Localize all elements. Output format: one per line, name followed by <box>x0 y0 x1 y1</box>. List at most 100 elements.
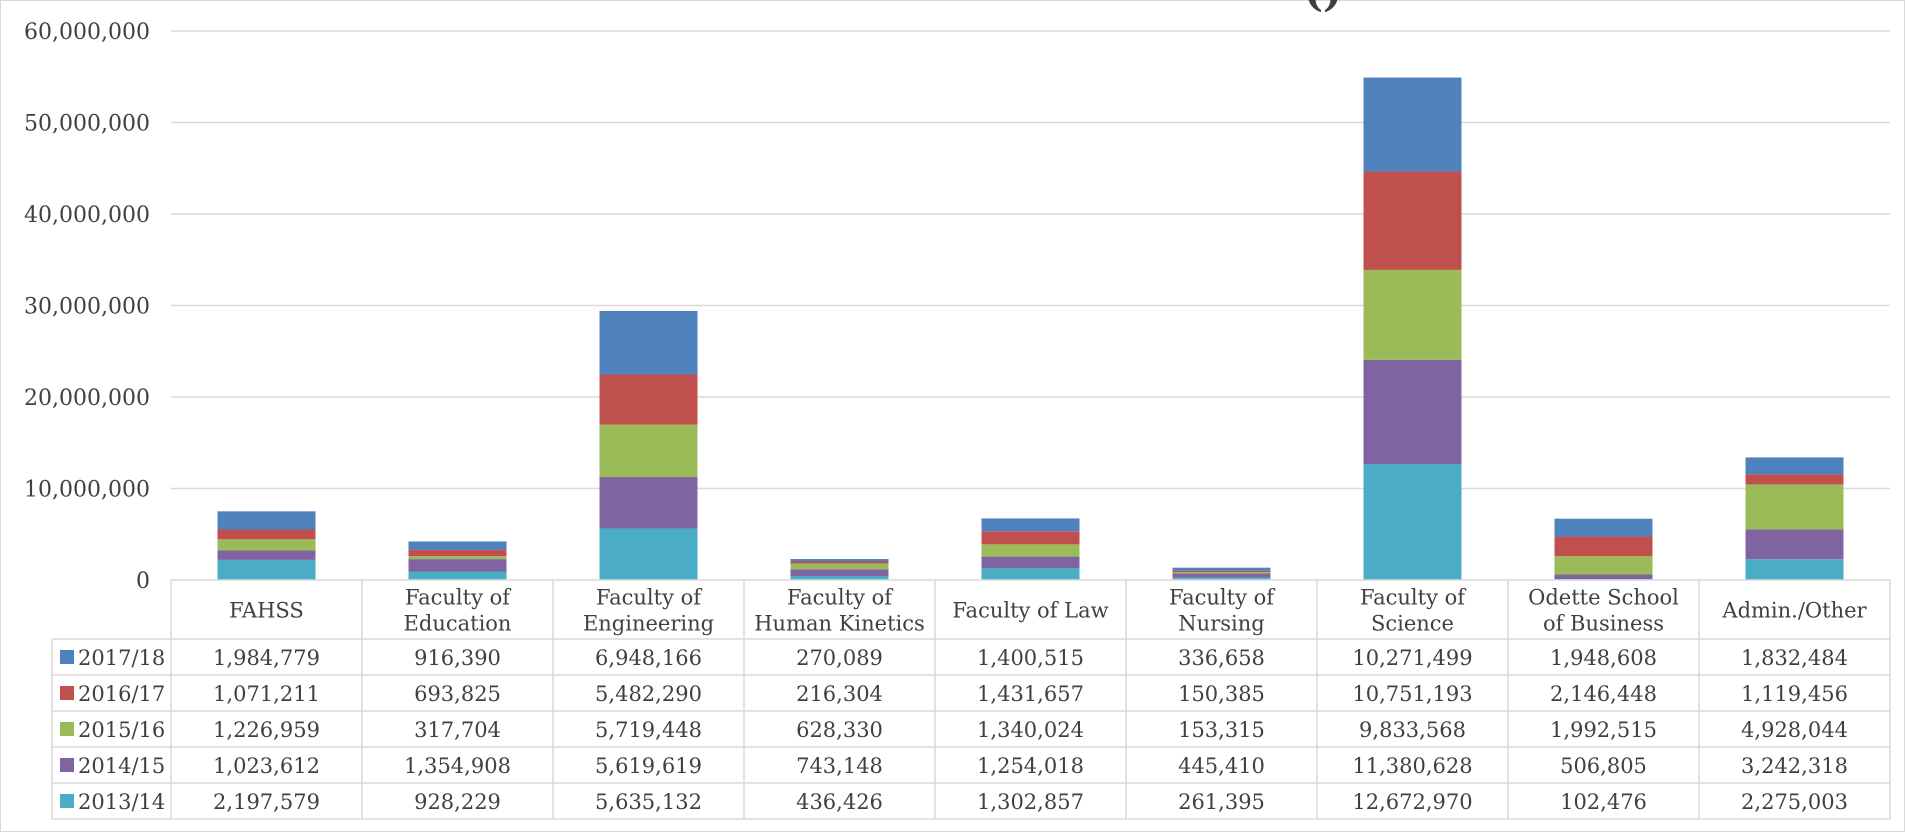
bar-segment <box>981 544 1080 557</box>
bar-segment <box>599 477 698 529</box>
series-name: 2017/18 <box>78 646 165 670</box>
bar-segment <box>1745 484 1844 530</box>
table-value: 4,928,044 <box>1741 718 1848 742</box>
table-value: 11,380,628 <box>1352 754 1472 778</box>
table-value: 506,805 <box>1560 754 1647 778</box>
bar-segment <box>217 559 316 580</box>
bar-segment <box>408 571 507 580</box>
category-label: of Business <box>1543 612 1664 636</box>
bar-segment <box>1745 474 1844 485</box>
bar-segment <box>408 556 507 560</box>
legend-key <box>60 686 74 700</box>
table-value: 3,242,318 <box>1741 754 1848 778</box>
bar-segment <box>1554 556 1653 575</box>
table-value: 1,340,024 <box>977 718 1084 742</box>
table-value: 693,825 <box>414 682 501 706</box>
table-value: 216,304 <box>796 682 883 706</box>
table-value: 270,089 <box>796 646 883 670</box>
category-label: Nursing <box>1178 612 1264 636</box>
table-value: 5,482,290 <box>595 682 702 706</box>
bar-segment <box>1554 574 1653 580</box>
legend-key <box>60 722 74 736</box>
table-value: 2,146,448 <box>1550 682 1657 706</box>
series-name: 2015/16 <box>78 718 165 742</box>
legend-key <box>60 794 74 808</box>
bar-segment <box>217 539 316 551</box>
y-tick-label: 50,000,000 <box>24 112 150 137</box>
table-value: 1,254,018 <box>977 754 1084 778</box>
category-label: Faculty of <box>1169 586 1276 610</box>
legend-key <box>60 650 74 664</box>
table-value: 1,119,456 <box>1741 682 1848 706</box>
bar-segment <box>1745 529 1844 560</box>
bar-segment <box>1172 573 1271 578</box>
table-value: 628,330 <box>796 718 883 742</box>
table-value: 2,197,579 <box>213 790 320 814</box>
table-value: 928,229 <box>414 790 501 814</box>
table-value: 12,672,970 <box>1352 790 1472 814</box>
category-label: Education <box>404 612 512 636</box>
bar-segment <box>1172 572 1271 574</box>
category-label: Faculty of <box>1360 586 1467 610</box>
bar-segment <box>1172 577 1271 580</box>
table-value: 2,275,003 <box>1741 790 1848 814</box>
bar-segment <box>217 550 316 560</box>
table-value: 10,271,499 <box>1352 646 1472 670</box>
bar-segment <box>790 563 889 570</box>
bar-segment <box>981 531 1080 545</box>
bar-segment <box>1172 567 1271 571</box>
category-label: Human Kinetics <box>754 612 925 636</box>
bar-segment <box>1363 464 1462 580</box>
bar-segment <box>217 529 316 540</box>
bar-segment <box>1172 570 1271 573</box>
y-tick-label: 0 <box>136 569 150 594</box>
category-label: Engineering <box>583 612 714 636</box>
table-value: 5,635,132 <box>595 790 702 814</box>
table-value: 436,426 <box>796 790 883 814</box>
category-label: Faculty of <box>596 586 703 610</box>
bar-segment <box>1363 171 1462 270</box>
series-name: 2014/15 <box>78 754 165 778</box>
y-axis-ticks: 0 10,000,000 20,000,000 30,000,000 40,000,00… <box>24 20 150 594</box>
table-value: 1,992,515 <box>1550 718 1657 742</box>
table-value: 261,395 <box>1178 790 1265 814</box>
table-value: 1,984,779 <box>213 646 320 670</box>
category-label: Science <box>1371 612 1454 636</box>
table-value: 1,400,515 <box>977 646 1084 670</box>
title-layer: () <box>1304 0 1342 16</box>
category-label: Faculty of <box>787 586 894 610</box>
bar-segment <box>790 576 889 580</box>
y-tick-label: 30,000,000 <box>24 295 150 320</box>
table-value: 317,704 <box>414 718 501 742</box>
bar-segment <box>981 518 1080 532</box>
table-value: 336,658 <box>1178 646 1265 670</box>
table-value: 1,832,484 <box>1741 646 1848 670</box>
table-value: 9,833,568 <box>1359 718 1466 742</box>
bar-segment <box>599 528 698 580</box>
table-value: 1,302,857 <box>977 790 1084 814</box>
y-tick-label: 40,000,000 <box>24 203 150 228</box>
chart-title-fragment: () <box>1304 0 1342 16</box>
y-tick-label: 60,000,000 <box>24 20 150 45</box>
table-value: 1,226,959 <box>213 718 320 742</box>
category-label: Faculty of <box>405 586 512 610</box>
bar-segment <box>790 561 889 564</box>
bar-segment <box>1363 77 1462 172</box>
table-value: 1,948,608 <box>1550 646 1657 670</box>
y-tick-label: 20,000,000 <box>24 386 150 411</box>
bar-segment <box>1745 559 1844 580</box>
bar-segment <box>408 549 507 557</box>
category-label: FAHSS <box>229 599 304 623</box>
table-value: 102,476 <box>1560 790 1647 814</box>
bar-segment <box>790 569 889 577</box>
bar-segment <box>217 511 316 530</box>
table-value: 6,948,166 <box>595 646 702 670</box>
table-value: 5,719,448 <box>595 718 702 742</box>
bar-segment <box>1363 359 1462 465</box>
bar-segment <box>599 424 698 478</box>
bar-segment <box>1554 536 1653 557</box>
y-tick-label: 10,000,000 <box>24 478 150 503</box>
bar-segment <box>1554 518 1653 537</box>
bar-segment <box>599 374 698 425</box>
